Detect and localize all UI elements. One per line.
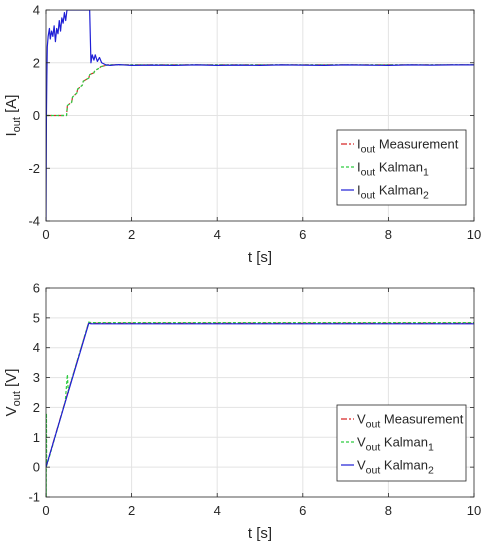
chart-panel-1: 0 2 4 6 8 10 -4 -2 0 2 4 t [s] Iout [A] Iout Measurem… bbox=[3, 3, 481, 267]
legend-entry-2: Vout Kalman1 bbox=[357, 435, 434, 454]
y-tick-label: -4 bbox=[28, 214, 40, 229]
y-tick-label: -1 bbox=[28, 490, 40, 505]
x-tick-label: 4 bbox=[214, 503, 221, 518]
y-tick-label: 5 bbox=[33, 310, 40, 325]
y-axis-label: Vout [V] bbox=[3, 369, 23, 417]
legend-entry-3: Iout Kalman2 bbox=[357, 183, 429, 202]
x-tick-label: 10 bbox=[467, 503, 481, 518]
legend-box bbox=[336, 129, 467, 206]
x-tick-label: 4 bbox=[214, 227, 221, 242]
y-tick-label: 2 bbox=[33, 55, 40, 70]
legend: Vout Measurement Vout Kalman1 Vout Kalman2 bbox=[336, 404, 467, 482]
legend-entry-2: Iout Kalman1 bbox=[357, 160, 429, 179]
y-tick-label: 0 bbox=[33, 108, 40, 123]
x-tick-label: 2 bbox=[128, 503, 135, 518]
y-tick-label: 1 bbox=[33, 430, 40, 445]
y-tick-label: 3 bbox=[33, 370, 40, 385]
x-tick-label: 0 bbox=[42, 227, 49, 242]
x-tick-label: 8 bbox=[385, 503, 392, 518]
y-tick-label: 6 bbox=[33, 281, 40, 296]
x-tick-label: 2 bbox=[128, 227, 135, 242]
legend-entry-3: Vout Kalman2 bbox=[357, 458, 434, 477]
y-tick-label: 4 bbox=[33, 340, 40, 355]
y-tick-label: -2 bbox=[28, 161, 40, 176]
legend-entry-1: Iout Measurement bbox=[357, 137, 459, 156]
y-tick-label: 2 bbox=[33, 400, 40, 415]
x-axis-label: t [s] bbox=[248, 525, 272, 542]
legend: Iout Measurement Iout Kalman1 Iout Kalman2 bbox=[336, 129, 467, 206]
axes-box bbox=[45, 287, 475, 498]
x-tick-label: 0 bbox=[42, 503, 49, 518]
x-tick-label: 6 bbox=[299, 227, 306, 242]
x-tick-label: 8 bbox=[385, 227, 392, 242]
series-line-3 bbox=[46, 322, 474, 468]
legend-box bbox=[336, 404, 467, 482]
x-tick-label: 6 bbox=[299, 503, 306, 518]
y-tick-label: 0 bbox=[33, 460, 40, 475]
y-axis-label: Iout [A] bbox=[3, 95, 23, 137]
series-line-3 bbox=[46, 10, 474, 221]
y-tick-label: 4 bbox=[33, 3, 40, 18]
legend-entry-1: Vout Measurement bbox=[357, 412, 464, 431]
x-tick-label: 10 bbox=[467, 227, 481, 242]
x-axis-label: t [s] bbox=[248, 249, 272, 266]
